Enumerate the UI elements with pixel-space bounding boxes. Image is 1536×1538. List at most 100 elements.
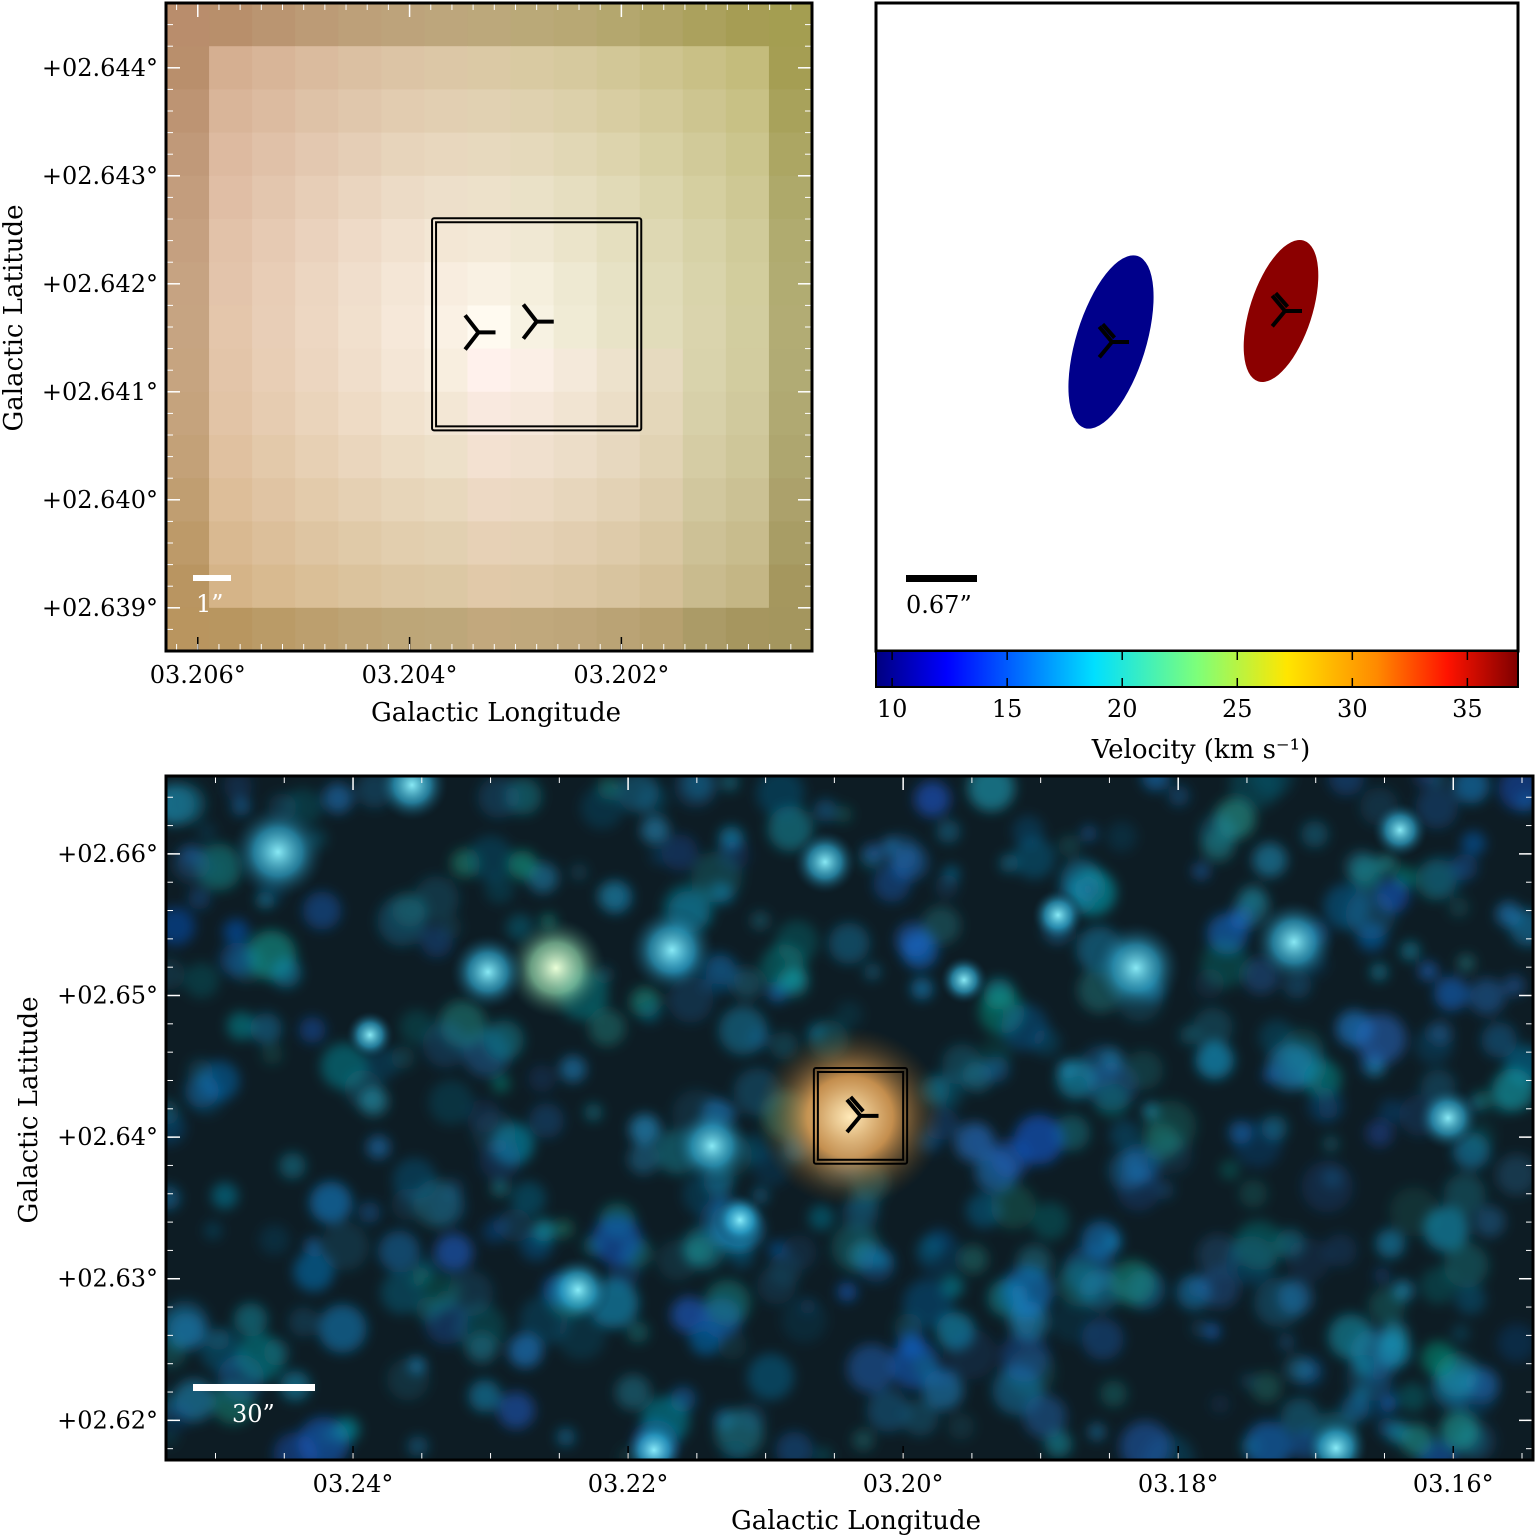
background-blob: [588, 1009, 626, 1047]
tl-pixel: [252, 478, 296, 522]
background-blob: [1497, 1323, 1533, 1363]
tl-image: [166, 3, 812, 651]
tl-pixel: [596, 564, 641, 609]
background-blob: [747, 1026, 771, 1050]
tl-pixel: [424, 46, 468, 90]
background-blob: [921, 906, 961, 945]
background-blob: [1280, 1397, 1320, 1437]
background-blob: [1108, 1150, 1149, 1191]
tl-pixel: [381, 435, 425, 479]
tl-pixel: [682, 3, 727, 47]
tl-pixel: [725, 89, 770, 134]
field-star: [544, 1256, 612, 1324]
background-blob: [1328, 776, 1365, 796]
tl-pixel: [510, 46, 555, 90]
tl-pixel: [596, 478, 641, 522]
tl-pixel: [252, 348, 296, 393]
tl-pixel: [467, 564, 512, 609]
tl-pixel: [209, 219, 253, 263]
background-blob: [166, 1428, 178, 1446]
background-blob: [661, 834, 699, 871]
tl-pixel: [596, 3, 641, 47]
background-blob: [1368, 1287, 1406, 1325]
tl-pixel: [725, 607, 770, 651]
tl-pixel: [166, 391, 210, 436]
background-blob: [591, 1215, 642, 1265]
tl-pixel: [768, 607, 812, 651]
background-blob: [721, 1440, 750, 1460]
background-blob: [1366, 1119, 1394, 1147]
tl-pixel: [295, 521, 339, 566]
bottom-xtick-label: 03.16°: [1413, 1470, 1494, 1498]
background-blob: [559, 1055, 587, 1083]
tl-pixel: [209, 564, 253, 609]
tl-pixel: [768, 3, 812, 47]
tl-pixel: [639, 521, 684, 566]
tl-pixel: [209, 132, 253, 177]
tl-pixel: [381, 391, 425, 436]
field-star: [506, 918, 606, 1018]
bottom-frame: [164, 774, 1535, 1462]
background-blob: [1239, 884, 1267, 913]
bottom-scale-label: 30”: [232, 1400, 275, 1428]
background-blob: [1056, 1059, 1097, 1099]
colorbar-ticks: 10 15 20 25 30 35: [877, 651, 1483, 723]
tl-pixel: [725, 262, 770, 306]
tl-pixel: [553, 305, 598, 350]
background-blob: [1088, 1423, 1106, 1441]
tl-pixel: [682, 46, 727, 90]
background-blob: [1350, 855, 1384, 890]
tl-pixel: [252, 391, 296, 436]
background-blob: [1419, 1267, 1457, 1305]
background-blob: [747, 1353, 794, 1401]
background-blob: [638, 1000, 662, 1024]
background-blob: [966, 1192, 1002, 1229]
tl-pixel: [381, 219, 425, 263]
tl-pixel: [768, 435, 812, 479]
background-blob: [166, 1185, 181, 1211]
background-blob: [1192, 1007, 1233, 1048]
tl-marker-2: [521, 303, 554, 340]
tl-pixel: [553, 348, 598, 393]
background-blob: [1322, 1167, 1343, 1189]
tl-pixel: [295, 3, 339, 47]
field-star: [793, 830, 857, 894]
colorbar-tick-label: 20: [1107, 695, 1138, 723]
tl-pixel: [295, 478, 339, 522]
tl-pixel: [295, 46, 339, 90]
background-blob: [166, 907, 195, 946]
colorbar-tick-label: 10: [877, 695, 908, 723]
tl-pixel: [768, 219, 812, 263]
tl-pixel: [166, 305, 210, 350]
background-blob: [781, 1234, 817, 1271]
field-star: [230, 804, 326, 900]
background-blob: [649, 847, 668, 866]
tl-pixel: [166, 175, 210, 220]
tl-pixel: [768, 132, 812, 177]
tr-frame: [874, 1, 1520, 653]
background-blob: [318, 1304, 367, 1353]
tl-pixel: [682, 521, 727, 566]
background-blob: [584, 1103, 603, 1122]
background-blob: [1498, 776, 1533, 812]
tl-pixel: [725, 564, 770, 609]
background-blob: [1278, 1333, 1295, 1351]
tl-pixel: [338, 391, 382, 436]
tl-pixel: [725, 391, 770, 436]
tl-pixel: [338, 348, 382, 393]
background-blob: [439, 915, 462, 939]
tl-pixel: [553, 46, 598, 90]
bottom-x-axis-title: Galactic Longitude: [731, 1506, 981, 1536]
background-blob: [837, 1281, 858, 1302]
tl-pixel: [467, 478, 512, 522]
background-blob: [1244, 1421, 1293, 1460]
background-blob: [910, 977, 934, 1000]
background-blob: [1397, 1382, 1428, 1413]
tl-pixel: [596, 521, 641, 566]
background-blob: [1106, 821, 1138, 853]
bottom-scale-bar: [193, 1384, 315, 1391]
background-blob: [1261, 1115, 1288, 1141]
tl-pixel: [725, 478, 770, 522]
background-blob: [834, 805, 853, 824]
top-left-panel: 1” 03.206° 03.204° 03.202° +02.644° +02.643°…: [0, 1, 814, 728]
